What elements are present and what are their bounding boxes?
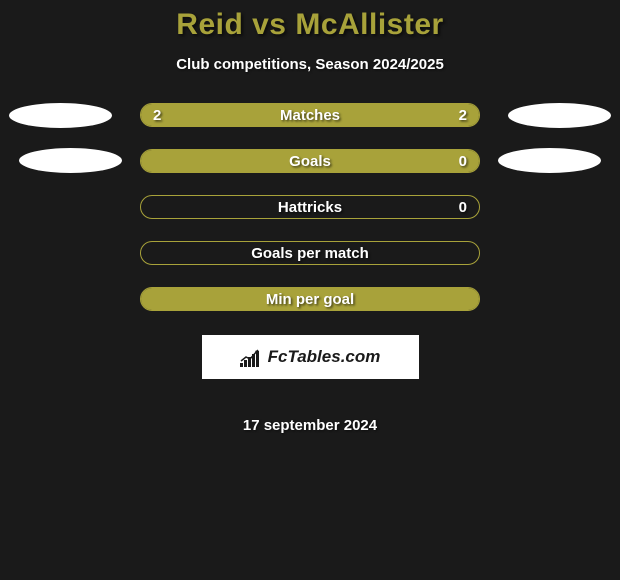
stat-bar: Goals per match: [140, 241, 480, 265]
date-text: 17 september 2024: [243, 417, 377, 434]
stat-row-goals-per-match: Goals per match: [0, 241, 620, 265]
stat-right-value: 2: [459, 107, 467, 124]
stat-row-hattricks: Hattricks 0: [0, 195, 620, 219]
stat-label: Goals per match: [251, 245, 369, 262]
stat-row-goals: Goals 0: [0, 149, 620, 173]
stat-bar: Min per goal: [140, 287, 480, 311]
subtitle: Club competitions, Season 2024/2025: [176, 56, 444, 73]
stat-label: Min per goal: [266, 291, 354, 308]
stat-bar: 2 Matches 2: [140, 103, 480, 127]
comparison-area: 2 Matches 2 Goals 0 Hattricks 0: [0, 103, 620, 434]
stat-bar: Hattricks 0: [140, 195, 480, 219]
stat-right-value: 0: [459, 199, 467, 216]
logo-text: FcTables.com: [268, 347, 381, 367]
main-container: Reid vs McAllister Club competitions, Se…: [0, 0, 620, 434]
stat-label: Matches: [280, 107, 340, 124]
stat-row-matches: 2 Matches 2: [0, 103, 620, 127]
stat-left-value: 2: [153, 107, 161, 124]
fctables-logo-icon: [240, 347, 264, 367]
page-title: Reid vs McAllister: [176, 8, 443, 42]
logo-box[interactable]: FcTables.com: [202, 335, 419, 379]
logo-content: FcTables.com: [240, 347, 381, 367]
stat-row-min-per-goal: Min per goal: [0, 287, 620, 311]
stat-label: Hattricks: [278, 199, 342, 216]
stat-bar: Goals 0: [140, 149, 480, 173]
stat-right-value: 0: [459, 153, 467, 170]
stat-label: Goals: [289, 153, 331, 170]
